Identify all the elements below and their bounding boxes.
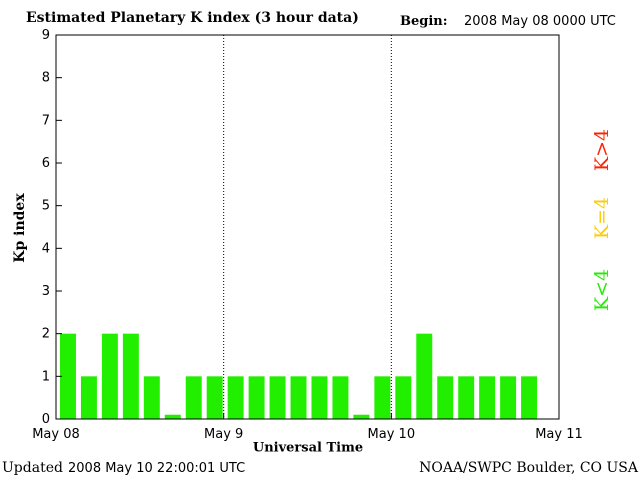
kp-bar [60,333,76,419]
kp-bar [500,376,517,419]
kp-bar [353,414,370,419]
y-tick-label: 5 [42,199,50,214]
y-tick-label: 2 [42,327,50,342]
y-tick-label: 7 [42,113,50,128]
kp-bar [143,376,160,419]
source-credit: NOAA/SWPC Boulder, CO USA [419,460,638,476]
begin-label: Begin: [400,14,448,29]
kp-bar [290,376,307,419]
y-tick-label: 1 [42,369,50,384]
plot-frame [55,34,560,420]
x-axis-label: Universal Time [252,440,364,456]
y-axis-label: Kp index [12,193,28,263]
kp-bar [437,376,454,419]
legend-k-equal-4: K=4 [591,196,613,240]
begin-value: 2008 May 08 0000 UTC [464,14,616,29]
legend-k-below-4: K<4 [591,268,613,312]
y-tick-label: 8 [42,71,50,86]
kp-bar [248,376,265,419]
kp-bar [269,376,286,419]
kp-bar [458,376,475,419]
x-tick-label: May 10 [368,427,416,442]
x-tick-label: May 11 [535,427,583,442]
y-tick-label: 6 [42,156,50,171]
kp-bar [185,376,202,419]
kp-bar [80,376,97,419]
updated-timestamp: 2008 May 10 22:00:01 UTC [68,461,246,476]
y-tick-label: 9 [42,28,50,43]
y-tick-label: 3 [42,284,50,299]
x-tick-label: May 9 [204,427,243,442]
kp-bar [206,376,223,419]
y-tick-label: 0 [42,412,50,427]
kp-bar [332,376,349,419]
kp-bar [521,376,538,419]
y-tick-label: 4 [42,241,50,256]
kp-bar [374,376,391,419]
kp-bar [395,376,412,419]
kp-bar [101,333,118,419]
updated-label: Updated [2,460,63,476]
x-tick-label: May 08 [32,427,80,442]
kp-bar [164,414,181,419]
kp-bar [311,376,328,419]
kp-bar [416,333,433,419]
kp-bar [122,333,139,419]
chart-title: Estimated Planetary K index (3 hour data… [26,10,359,26]
legend-k-above-4: K>4 [591,128,613,172]
kp-bar [479,376,496,419]
kp-bar [227,376,244,419]
